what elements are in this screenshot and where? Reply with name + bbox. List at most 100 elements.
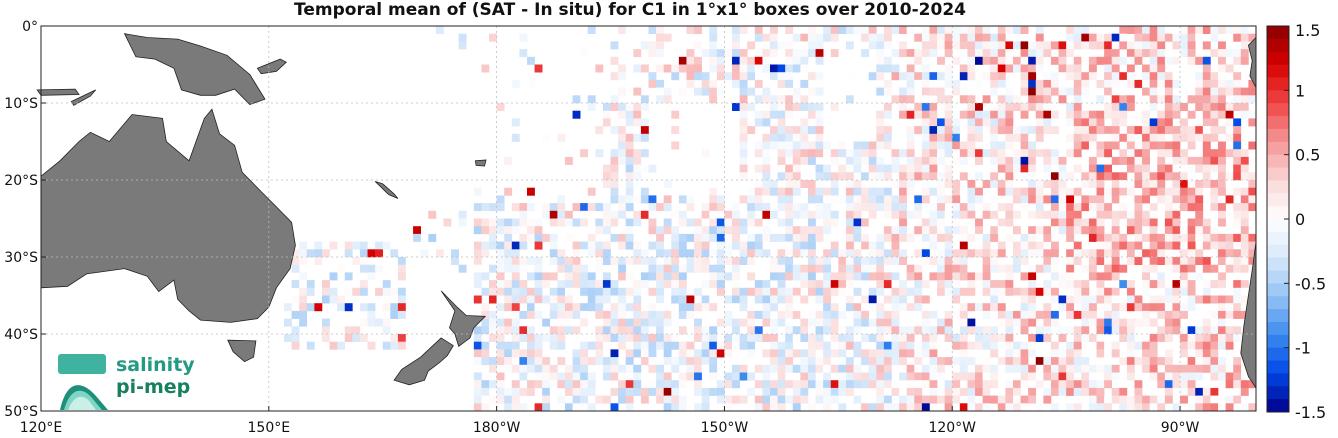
- data-cell: [815, 380, 824, 389]
- data-cell: [1081, 380, 1090, 389]
- data-cell: [1104, 72, 1113, 81]
- data-cell: [1164, 87, 1173, 96]
- data-cell: [785, 303, 794, 312]
- data-cell: [686, 203, 695, 212]
- data-cell: [694, 26, 702, 34]
- data-cell: [1180, 280, 1188, 289]
- data-cell: [861, 318, 870, 327]
- data-cell: [1210, 372, 1219, 381]
- data-cell: [1126, 126, 1135, 135]
- data-cell: [329, 341, 338, 350]
- data-cell: [891, 387, 900, 396]
- data-cell: [975, 387, 983, 396]
- data-cell: [823, 341, 832, 350]
- data-cell: [496, 249, 505, 258]
- data-cell: [959, 64, 968, 73]
- data-cell: [990, 118, 999, 127]
- data-cell: [853, 195, 862, 204]
- data-cell: [1225, 257, 1234, 265]
- data-cell: [1195, 295, 1204, 304]
- data-cell: [815, 264, 824, 273]
- data-cell: [1088, 156, 1097, 165]
- data-cell: [868, 195, 877, 204]
- data-cell: [990, 141, 999, 150]
- data-cell: [1210, 87, 1219, 96]
- data-cell: [944, 233, 953, 242]
- data-cell: [914, 164, 923, 173]
- data-cell: [906, 326, 915, 335]
- data-cell: [1202, 164, 1211, 173]
- data-cell: [458, 218, 467, 227]
- data-cell: [1058, 210, 1067, 219]
- data-cell: [1104, 33, 1113, 42]
- data-cell: [990, 72, 999, 81]
- data-cell: [815, 33, 824, 42]
- data-cell: [785, 172, 794, 181]
- data-cell: [549, 233, 558, 242]
- data-cell: [1043, 95, 1052, 104]
- data-cell: [1172, 141, 1181, 150]
- data-cell: [1180, 341, 1188, 350]
- data-cell: [694, 334, 702, 342]
- data-cell: [1035, 95, 1044, 104]
- data-cell: [975, 41, 983, 50]
- data-cell: [306, 280, 315, 289]
- data-cell: [504, 349, 513, 358]
- data-cell: [997, 241, 1006, 250]
- data-cell: [527, 349, 535, 358]
- data-cell: [1111, 341, 1120, 350]
- data-cell: [1096, 118, 1105, 127]
- data-cell: [1043, 280, 1052, 289]
- data-cell: [754, 149, 763, 158]
- data-cell: [868, 364, 877, 373]
- data-cell: [496, 326, 505, 335]
- data-cell: [944, 126, 953, 135]
- data-cell: [838, 403, 847, 412]
- data-cell: [549, 310, 558, 319]
- data-cell: [1073, 249, 1082, 258]
- data-cell: [823, 257, 832, 265]
- data-cell: [1248, 172, 1257, 181]
- data-cell: [284, 334, 292, 342]
- data-cell: [1164, 295, 1173, 304]
- data-cell: [1240, 226, 1249, 235]
- data-cell: [1013, 380, 1021, 389]
- data-cell: [754, 203, 763, 212]
- data-cell: [534, 372, 543, 381]
- data-cell: [1187, 241, 1196, 250]
- data-cell: [640, 64, 649, 73]
- data-cell: [853, 164, 862, 173]
- data-cell: [1142, 395, 1150, 404]
- data-cell: [777, 264, 786, 273]
- data-cell: [1028, 41, 1037, 50]
- data-cell: [1134, 195, 1143, 204]
- data-cell: [481, 64, 490, 73]
- data-cell: [496, 264, 505, 273]
- data-cell: [1111, 257, 1120, 265]
- data-cell: [656, 95, 664, 104]
- data-cell: [762, 295, 771, 304]
- data-cell: [747, 334, 756, 342]
- data-cell: [1202, 364, 1211, 373]
- data-cell: [610, 233, 619, 242]
- data-cell: [845, 226, 854, 235]
- data-cell: [868, 372, 877, 381]
- data-cell: [1172, 210, 1181, 219]
- data-cell: [921, 372, 930, 381]
- data-cell: [716, 49, 725, 58]
- data-cell: [1172, 241, 1181, 250]
- data-cell: [1210, 195, 1219, 204]
- colorbar-step: [1267, 206, 1289, 220]
- data-cell: [845, 257, 854, 265]
- data-cell: [1096, 33, 1105, 42]
- data-cell: [732, 318, 740, 327]
- data-cell: [1035, 264, 1044, 273]
- data-cell: [853, 249, 862, 258]
- data-cell: [663, 357, 672, 366]
- data-cell: [929, 349, 938, 358]
- data-cell: [709, 295, 718, 304]
- data-cell: [785, 187, 794, 196]
- data-cell: [830, 156, 839, 165]
- data-cell: [1210, 387, 1219, 396]
- data-cell: [709, 226, 718, 235]
